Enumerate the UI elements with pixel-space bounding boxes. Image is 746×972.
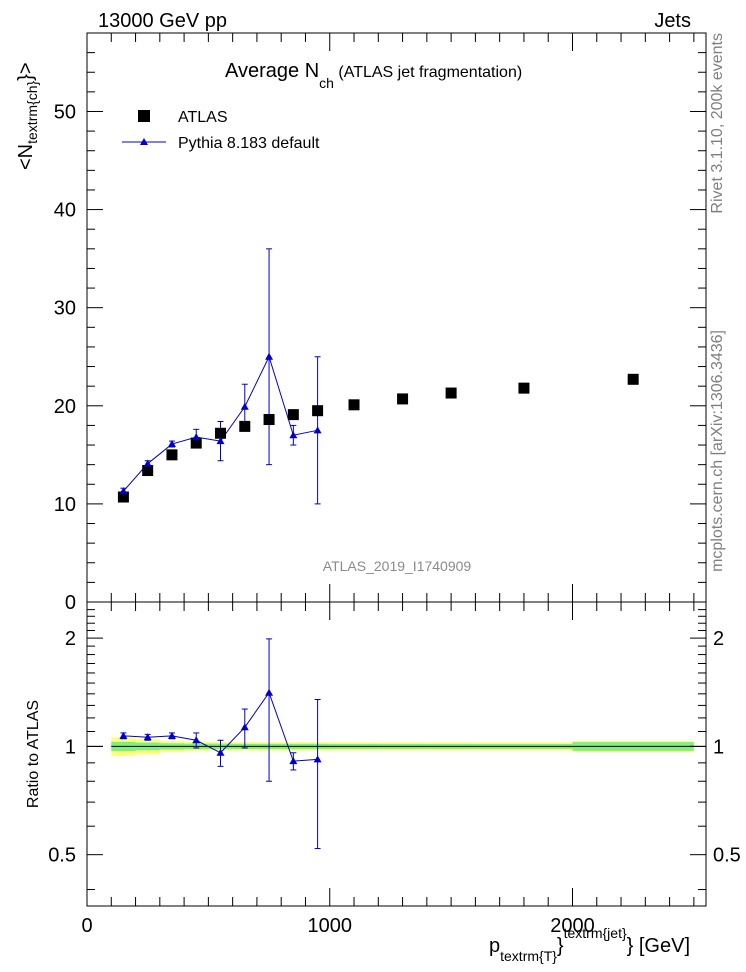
x-axis-label: ptextrm{T}}textrm{jet}} [GeV] <box>489 925 690 964</box>
ratio-ytick-label-right: 2 <box>713 628 724 650</box>
ratio-point <box>289 757 298 765</box>
mc-point <box>313 426 322 434</box>
xlabel-sub: textrm{T} <box>500 948 557 964</box>
ratio-ytick-label-left: 0.5 <box>48 845 76 867</box>
ratio-ytick-label-left: 2 <box>65 628 76 650</box>
ratio-frame <box>86 601 707 907</box>
atlas-point <box>239 420 251 432</box>
atlas-point <box>287 409 299 421</box>
ratio-point <box>192 736 201 744</box>
mc-point <box>289 431 298 439</box>
main-y-tick-labels: 10 20 30 40 50 <box>54 101 76 515</box>
atlas-data-points <box>117 373 639 503</box>
xlabel-end: } [GeV] <box>627 935 690 957</box>
ratio-ytick-label-left: 1 <box>65 736 76 758</box>
x-tick-label: 2000 <box>550 915 595 937</box>
atlas-point <box>627 373 639 385</box>
x-tick-labels: 0 1000 2000 <box>81 915 594 937</box>
ratio-point <box>240 723 249 731</box>
mc-point <box>167 440 176 448</box>
header-right: Jets <box>654 10 691 32</box>
mcplots-label: mcplots.cern.ch [arXiv:1306.3436] <box>709 330 726 572</box>
xlabel-sup: textrm{jet} <box>564 925 627 941</box>
atlas-point <box>312 405 324 417</box>
atlas-point <box>142 465 154 477</box>
atlas-point <box>445 387 457 399</box>
ratio-point <box>143 733 152 741</box>
ratio-points <box>119 688 322 765</box>
ratio-y-tick-labels-right: 0.5 1 2 <box>713 628 741 867</box>
legend-pythia-marker <box>140 138 148 145</box>
chart-title-rest: (ATLAS jet fragmentation) <box>334 64 522 81</box>
chart-title: Average Nch (ATLAS jet fragmentation) <box>225 60 522 91</box>
main-ylabel-part1: <N <box>15 144 37 170</box>
main-ytick-label: 20 <box>54 396 76 418</box>
atlas-point <box>348 399 360 411</box>
main-ytick-label: 10 <box>54 494 76 516</box>
legend-atlas-label: ATLAS <box>178 109 228 126</box>
mc-point <box>240 402 249 410</box>
main-ytick-label: 40 <box>54 200 76 222</box>
atlas-point <box>397 393 409 405</box>
main-ytick-label: 30 <box>54 298 76 320</box>
main-ytick-label: 50 <box>54 101 76 123</box>
main-ylabel-sub: textrm{ch} <box>24 81 40 144</box>
header-left: 13000 GeV pp <box>98 10 227 32</box>
ratio-ytick-label-right: 0.5 <box>713 845 741 867</box>
ratio-point <box>265 688 274 696</box>
atlas-point <box>166 449 178 461</box>
atlas-point <box>518 382 530 394</box>
legend-atlas-marker <box>138 110 150 122</box>
chart-title-main: Average N <box>225 60 319 82</box>
rivet-label: Rivet 3.1.10, 200k events <box>709 33 726 214</box>
mc-point <box>216 437 225 445</box>
ratio-point <box>119 731 128 739</box>
legend-pythia-label: Pythia 8.183 default <box>178 135 320 152</box>
mc-data-points <box>119 352 322 495</box>
mc-point <box>119 487 128 495</box>
ratio-axis-ticks <box>86 602 706 906</box>
ratio-y-tick-labels-left: 0.5 1 2 <box>48 628 76 867</box>
ratio-panel: 0.512 0.512 0 1000 2000 Ratio to ATLAS pte… <box>25 601 741 964</box>
xlabel-brace: } <box>557 935 564 957</box>
analysis-watermark: ATLAS_2019_I1740909 <box>323 558 472 574</box>
atlas-point <box>263 414 275 426</box>
chart-title-sub: ch <box>319 75 334 91</box>
ratio-point <box>313 755 322 763</box>
ratio-y-axis-label: Ratio to ATLAS <box>25 700 42 808</box>
mc-point <box>265 352 274 360</box>
atlas-point <box>215 427 227 439</box>
main-axis-ticks <box>86 32 706 603</box>
main-y-axis-label: <Ntextrm{ch}}> <box>15 62 40 170</box>
ratio-ytick-label-right: 1 <box>713 736 724 758</box>
mc-point <box>192 433 201 441</box>
mc-point <box>143 459 152 467</box>
xlabel-p: p <box>489 935 500 957</box>
x-tick-label: 1000 <box>307 915 352 937</box>
ratio-point <box>216 748 225 756</box>
x-tick-label: 0 <box>81 915 92 937</box>
main-ylabel-part2: }> <box>15 62 37 80</box>
ratio-point <box>167 731 176 739</box>
atlas-point <box>117 491 129 503</box>
main-ytick-cut-label: 0 <box>65 592 76 614</box>
main-panel: 10 20 30 40 50 0 Average Nch (ATLAS jet frag… <box>15 32 707 614</box>
atlas-point <box>190 437 202 449</box>
